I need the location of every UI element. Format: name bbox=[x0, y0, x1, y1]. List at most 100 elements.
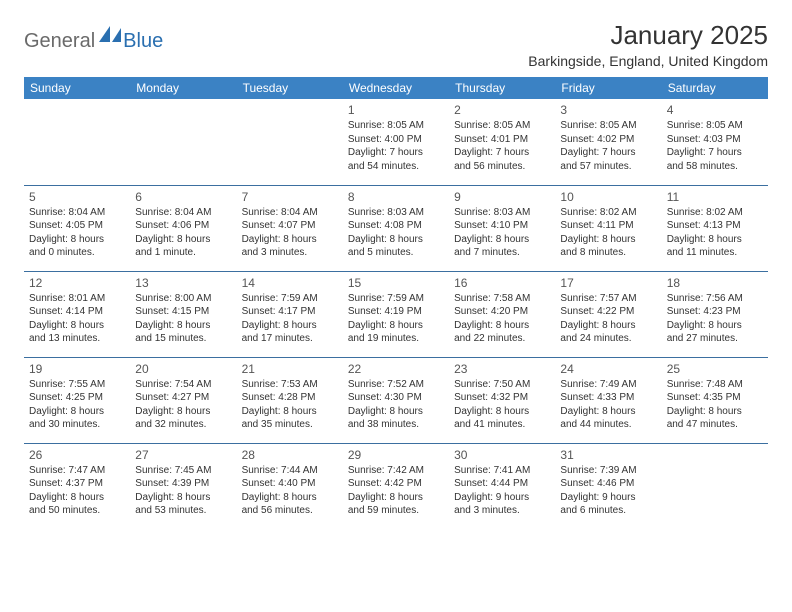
calendar-cell: 31Sunrise: 7:39 AMSunset: 4:46 PMDayligh… bbox=[555, 443, 661, 529]
calendar-cell bbox=[662, 443, 768, 529]
calendar-cell: 10Sunrise: 8:02 AMSunset: 4:11 PMDayligh… bbox=[555, 185, 661, 271]
day-number: 21 bbox=[242, 361, 338, 377]
day-number: 26 bbox=[29, 447, 125, 463]
weekday-header: Friday bbox=[555, 77, 661, 99]
calendar-cell: 16Sunrise: 7:58 AMSunset: 4:20 PMDayligh… bbox=[449, 271, 555, 357]
day-info: Sunrise: 7:44 AMSunset: 4:40 PMDaylight:… bbox=[242, 464, 338, 518]
calendar-cell: 15Sunrise: 7:59 AMSunset: 4:19 PMDayligh… bbox=[343, 271, 449, 357]
day-info: Sunrise: 8:04 AMSunset: 4:06 PMDaylight:… bbox=[135, 206, 231, 260]
day-info: Sunrise: 7:50 AMSunset: 4:32 PMDaylight:… bbox=[454, 378, 550, 432]
logo: General Blue bbox=[24, 26, 163, 57]
day-info: Sunrise: 7:49 AMSunset: 4:33 PMDaylight:… bbox=[560, 378, 656, 432]
day-info: Sunrise: 7:42 AMSunset: 4:42 PMDaylight:… bbox=[348, 464, 444, 518]
calendar-row: 19Sunrise: 7:55 AMSunset: 4:25 PMDayligh… bbox=[24, 357, 768, 443]
calendar-cell: 11Sunrise: 8:02 AMSunset: 4:13 PMDayligh… bbox=[662, 185, 768, 271]
logo-text-blue: Blue bbox=[123, 30, 163, 53]
calendar-page: General Blue January 2025 Barkingside, E… bbox=[0, 0, 792, 549]
day-number: 13 bbox=[135, 275, 231, 291]
weekday-header: Wednesday bbox=[343, 77, 449, 99]
day-info: Sunrise: 7:45 AMSunset: 4:39 PMDaylight:… bbox=[135, 464, 231, 518]
day-info: Sunrise: 7:52 AMSunset: 4:30 PMDaylight:… bbox=[348, 378, 444, 432]
day-number: 8 bbox=[348, 189, 444, 205]
calendar-cell: 17Sunrise: 7:57 AMSunset: 4:22 PMDayligh… bbox=[555, 271, 661, 357]
day-info: Sunrise: 7:47 AMSunset: 4:37 PMDaylight:… bbox=[29, 464, 125, 518]
calendar-cell: 12Sunrise: 8:01 AMSunset: 4:14 PMDayligh… bbox=[24, 271, 130, 357]
weekday-header: Tuesday bbox=[237, 77, 343, 99]
day-info: Sunrise: 8:05 AMSunset: 4:01 PMDaylight:… bbox=[454, 119, 550, 173]
calendar-cell: 3Sunrise: 8:05 AMSunset: 4:02 PMDaylight… bbox=[555, 99, 661, 185]
day-number: 22 bbox=[348, 361, 444, 377]
day-number: 27 bbox=[135, 447, 231, 463]
calendar-cell: 6Sunrise: 8:04 AMSunset: 4:06 PMDaylight… bbox=[130, 185, 236, 271]
day-info: Sunrise: 8:05 AMSunset: 4:00 PMDaylight:… bbox=[348, 119, 444, 173]
calendar-cell: 25Sunrise: 7:48 AMSunset: 4:35 PMDayligh… bbox=[662, 357, 768, 443]
weekday-header: Sunday bbox=[24, 77, 130, 99]
day-info: Sunrise: 7:59 AMSunset: 4:17 PMDaylight:… bbox=[242, 292, 338, 346]
day-number: 12 bbox=[29, 275, 125, 291]
sail-icon bbox=[99, 26, 121, 47]
day-number: 19 bbox=[29, 361, 125, 377]
weekday-header: Monday bbox=[130, 77, 236, 99]
day-info: Sunrise: 7:39 AMSunset: 4:46 PMDaylight:… bbox=[560, 464, 656, 518]
calendar-row: 12Sunrise: 8:01 AMSunset: 4:14 PMDayligh… bbox=[24, 271, 768, 357]
calendar-cell: 13Sunrise: 8:00 AMSunset: 4:15 PMDayligh… bbox=[130, 271, 236, 357]
calendar-row: 1Sunrise: 8:05 AMSunset: 4:00 PMDaylight… bbox=[24, 99, 768, 185]
logo-text-general: General bbox=[24, 30, 95, 53]
weekday-header-row: Sunday Monday Tuesday Wednesday Thursday… bbox=[24, 77, 768, 99]
day-info: Sunrise: 7:58 AMSunset: 4:20 PMDaylight:… bbox=[454, 292, 550, 346]
calendar-cell: 24Sunrise: 7:49 AMSunset: 4:33 PMDayligh… bbox=[555, 357, 661, 443]
day-info: Sunrise: 8:03 AMSunset: 4:10 PMDaylight:… bbox=[454, 206, 550, 260]
day-number: 31 bbox=[560, 447, 656, 463]
day-number: 4 bbox=[667, 102, 763, 118]
day-number: 20 bbox=[135, 361, 231, 377]
calendar-cell: 2Sunrise: 8:05 AMSunset: 4:01 PMDaylight… bbox=[449, 99, 555, 185]
calendar-cell: 1Sunrise: 8:05 AMSunset: 4:00 PMDaylight… bbox=[343, 99, 449, 185]
calendar-cell: 20Sunrise: 7:54 AMSunset: 4:27 PMDayligh… bbox=[130, 357, 236, 443]
day-info: Sunrise: 7:57 AMSunset: 4:22 PMDaylight:… bbox=[560, 292, 656, 346]
day-number: 14 bbox=[242, 275, 338, 291]
day-number: 2 bbox=[454, 102, 550, 118]
day-info: Sunrise: 8:05 AMSunset: 4:02 PMDaylight:… bbox=[560, 119, 656, 173]
calendar-cell: 5Sunrise: 8:04 AMSunset: 4:05 PMDaylight… bbox=[24, 185, 130, 271]
day-number: 5 bbox=[29, 189, 125, 205]
day-info: Sunrise: 7:54 AMSunset: 4:27 PMDaylight:… bbox=[135, 378, 231, 432]
day-info: Sunrise: 8:04 AMSunset: 4:07 PMDaylight:… bbox=[242, 206, 338, 260]
calendar-cell bbox=[237, 99, 343, 185]
day-number: 25 bbox=[667, 361, 763, 377]
day-number: 11 bbox=[667, 189, 763, 205]
calendar-cell: 23Sunrise: 7:50 AMSunset: 4:32 PMDayligh… bbox=[449, 357, 555, 443]
day-number: 15 bbox=[348, 275, 444, 291]
day-info: Sunrise: 7:55 AMSunset: 4:25 PMDaylight:… bbox=[29, 378, 125, 432]
day-number: 24 bbox=[560, 361, 656, 377]
day-info: Sunrise: 8:00 AMSunset: 4:15 PMDaylight:… bbox=[135, 292, 231, 346]
calendar-cell bbox=[24, 99, 130, 185]
calendar-cell: 27Sunrise: 7:45 AMSunset: 4:39 PMDayligh… bbox=[130, 443, 236, 529]
day-info: Sunrise: 8:02 AMSunset: 4:13 PMDaylight:… bbox=[667, 206, 763, 260]
calendar-cell: 9Sunrise: 8:03 AMSunset: 4:10 PMDaylight… bbox=[449, 185, 555, 271]
calendar-row: 26Sunrise: 7:47 AMSunset: 4:37 PMDayligh… bbox=[24, 443, 768, 529]
day-info: Sunrise: 7:48 AMSunset: 4:35 PMDaylight:… bbox=[667, 378, 763, 432]
weekday-header: Thursday bbox=[449, 77, 555, 99]
header: General Blue January 2025 Barkingside, E… bbox=[24, 20, 768, 69]
weekday-header: Saturday bbox=[662, 77, 768, 99]
calendar-cell: 14Sunrise: 7:59 AMSunset: 4:17 PMDayligh… bbox=[237, 271, 343, 357]
calendar-cell: 26Sunrise: 7:47 AMSunset: 4:37 PMDayligh… bbox=[24, 443, 130, 529]
calendar-cell: 22Sunrise: 7:52 AMSunset: 4:30 PMDayligh… bbox=[343, 357, 449, 443]
day-info: Sunrise: 7:53 AMSunset: 4:28 PMDaylight:… bbox=[242, 378, 338, 432]
calendar-table: Sunday Monday Tuesday Wednesday Thursday… bbox=[24, 77, 768, 529]
calendar-cell: 28Sunrise: 7:44 AMSunset: 4:40 PMDayligh… bbox=[237, 443, 343, 529]
location: Barkingside, England, United Kingdom bbox=[528, 53, 768, 69]
day-number: 18 bbox=[667, 275, 763, 291]
calendar-cell: 21Sunrise: 7:53 AMSunset: 4:28 PMDayligh… bbox=[237, 357, 343, 443]
day-info: Sunrise: 8:03 AMSunset: 4:08 PMDaylight:… bbox=[348, 206, 444, 260]
day-number: 3 bbox=[560, 102, 656, 118]
day-info: Sunrise: 7:56 AMSunset: 4:23 PMDaylight:… bbox=[667, 292, 763, 346]
calendar-cell bbox=[130, 99, 236, 185]
calendar-cell: 30Sunrise: 7:41 AMSunset: 4:44 PMDayligh… bbox=[449, 443, 555, 529]
day-number: 28 bbox=[242, 447, 338, 463]
day-number: 7 bbox=[242, 189, 338, 205]
day-info: Sunrise: 8:05 AMSunset: 4:03 PMDaylight:… bbox=[667, 119, 763, 173]
day-info: Sunrise: 8:01 AMSunset: 4:14 PMDaylight:… bbox=[29, 292, 125, 346]
calendar-cell: 18Sunrise: 7:56 AMSunset: 4:23 PMDayligh… bbox=[662, 271, 768, 357]
day-info: Sunrise: 7:41 AMSunset: 4:44 PMDaylight:… bbox=[454, 464, 550, 518]
